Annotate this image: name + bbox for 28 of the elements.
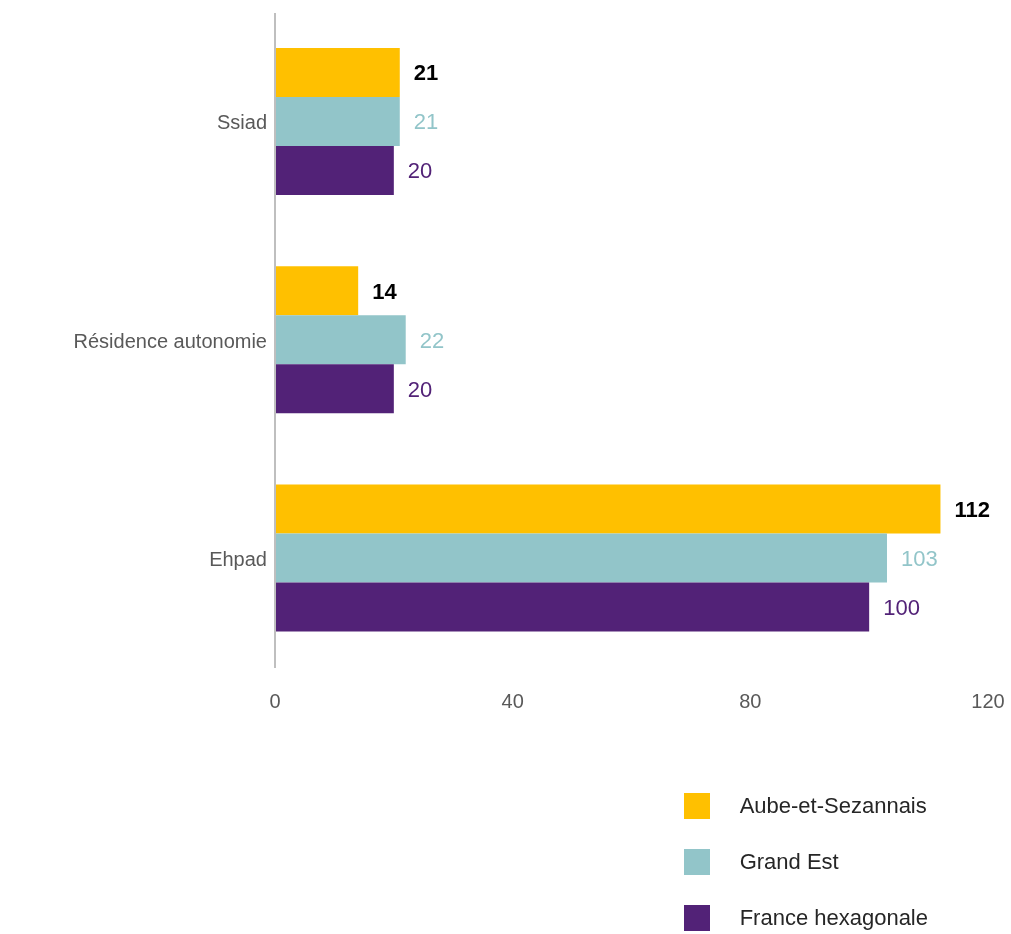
x-tick-label: 40 <box>501 690 524 713</box>
data-label: 100 <box>883 594 920 620</box>
bar <box>275 364 394 414</box>
data-label: 112 <box>954 496 990 522</box>
legend-label: France hexagonale <box>739 905 928 931</box>
x-tick-label: 120 <box>971 690 1005 713</box>
bar <box>275 315 406 365</box>
data-label: 14 <box>372 278 398 304</box>
data-label: 22 <box>419 327 445 353</box>
data-label: 103 <box>900 545 938 571</box>
y-tick-label: Résidence autonomie <box>73 329 267 352</box>
bar <box>275 266 359 316</box>
x-tick-label: 80 <box>739 690 762 713</box>
legend-label: Aube-et-Sezannais <box>739 793 927 819</box>
bar <box>275 47 400 97</box>
bar <box>275 145 394 195</box>
data-label: 21 <box>413 60 439 86</box>
y-tick-label: Ehpad <box>209 547 267 570</box>
bar <box>275 484 941 534</box>
legend-label: Grand Est <box>739 849 839 875</box>
data-label: 20 <box>407 158 433 184</box>
bar <box>275 533 887 583</box>
bar <box>275 582 870 632</box>
x-tick-label: 0 <box>269 690 281 713</box>
y-tick-label: Ssiad <box>216 111 267 134</box>
bar <box>275 96 400 146</box>
data-label: 21 <box>413 109 439 135</box>
data-label: 20 <box>407 376 433 402</box>
